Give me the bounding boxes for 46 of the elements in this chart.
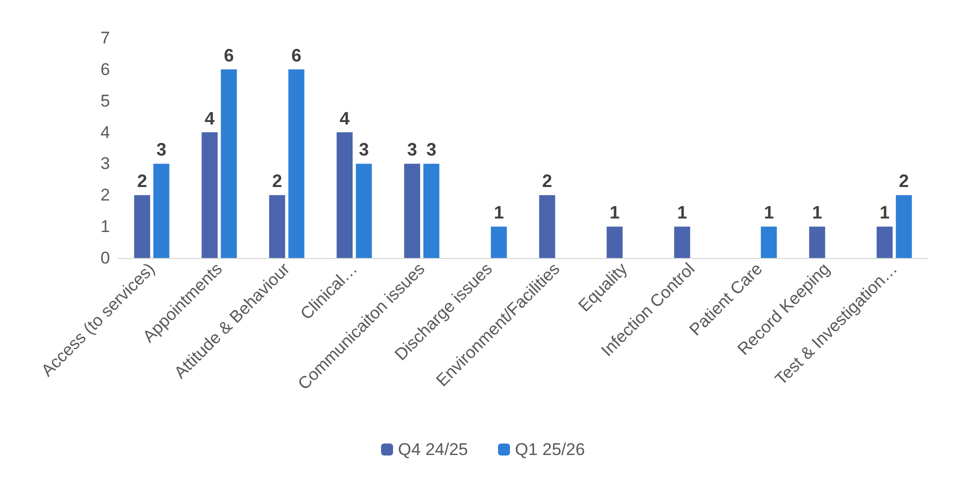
data-label: 2 xyxy=(137,171,148,192)
bar xyxy=(336,132,353,258)
bar xyxy=(760,226,777,258)
data-label: 2 xyxy=(898,171,909,192)
y-tick-label: 4 xyxy=(100,122,110,142)
data-label: 6 xyxy=(291,45,302,66)
y-tick-label: 7 xyxy=(100,28,110,48)
bar xyxy=(269,195,286,258)
bar xyxy=(134,195,150,258)
legend-label: Q4 24/25 xyxy=(398,440,468,459)
data-label: 3 xyxy=(426,140,436,160)
bar xyxy=(876,226,893,258)
y-tick-label: 6 xyxy=(100,60,110,79)
legend-label: Q1 25/26 xyxy=(515,440,585,459)
data-label: 4 xyxy=(204,108,215,128)
y-tick-label: 3 xyxy=(100,154,110,174)
data-label: 1 xyxy=(610,202,620,223)
data-label: 1 xyxy=(880,202,890,223)
data-label: 1 xyxy=(677,202,688,223)
bar xyxy=(356,164,372,258)
bar xyxy=(404,164,420,258)
data-label: 3 xyxy=(156,140,166,160)
bar xyxy=(606,226,623,258)
data-label: 1 xyxy=(812,202,822,223)
bar xyxy=(896,195,912,258)
y-tick-label: 2 xyxy=(100,186,110,205)
y-tick-label: 5 xyxy=(100,91,110,110)
bar xyxy=(490,226,507,258)
data-label: 4 xyxy=(340,108,350,128)
bar xyxy=(153,164,170,258)
data-label: 3 xyxy=(407,140,418,160)
y-tick-label: 1 xyxy=(100,217,110,236)
data-label: 2 xyxy=(272,171,282,192)
data-label: 1 xyxy=(764,202,774,223)
bar xyxy=(674,226,690,258)
bar xyxy=(220,69,237,258)
bar xyxy=(288,69,304,258)
y-tick-label: 0 xyxy=(100,248,110,268)
data-label: 3 xyxy=(358,140,369,160)
data-label: 6 xyxy=(224,45,234,66)
bar xyxy=(809,226,826,258)
data-label: 1 xyxy=(494,202,504,223)
data-label: 2 xyxy=(542,171,552,192)
bar xyxy=(539,195,556,258)
bar xyxy=(202,132,218,258)
bar xyxy=(423,164,440,258)
